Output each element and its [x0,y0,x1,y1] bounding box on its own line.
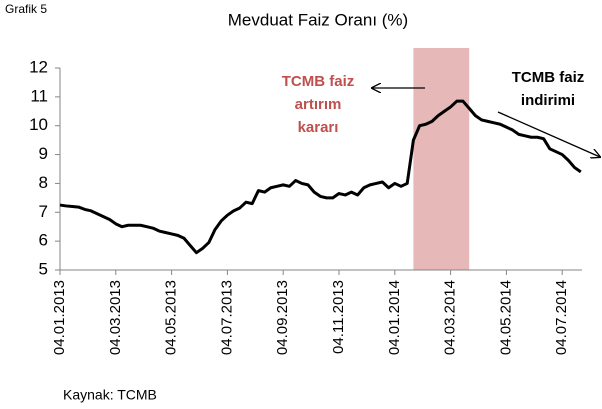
annotation: TCMB faiz [282,73,355,90]
x-tick-label: 04.07.2013 [218,280,235,355]
x-tick-label: 04.05.2013 [163,280,180,355]
annotation: kararı [298,119,339,136]
x-tick-label: 04.11.2013 [330,280,347,354]
y-tick-label: 12 [29,57,48,76]
y-tick-label: 11 [30,86,48,105]
highlight-band [413,48,470,270]
x-tick-label: 04.07.2014 [553,280,570,355]
annotation: TCMB faiz [512,69,585,86]
y-tick-label: 9 [39,144,48,163]
y-tick-label: 6 [39,231,48,250]
y-tick-label: 8 [39,173,48,192]
arrow [497,111,600,157]
x-tick-label: 04.03.2014 [442,280,459,355]
annotation: indirimi [521,92,575,109]
x-tick-label: 04.01.2014 [386,280,403,355]
x-tick-label: 04.05.2014 [497,280,514,355]
x-tick-label: 04.09.2013 [274,280,291,355]
y-tick-label: 7 [39,202,48,221]
chart-title: Mevduat Faiz Oranı (%) [228,10,408,29]
y-tick-label: 10 [29,115,48,134]
data-line [59,99,582,255]
annotation: artırım [295,96,342,113]
source: Kaynak: TCMB [63,387,157,403]
x-tick-label: 04.01.2013 [51,280,68,355]
y-tick-label: 5 [39,259,48,278]
corner-label: Grafik 5 [5,2,47,16]
x-tick-label: 04.03.2013 [107,280,124,355]
